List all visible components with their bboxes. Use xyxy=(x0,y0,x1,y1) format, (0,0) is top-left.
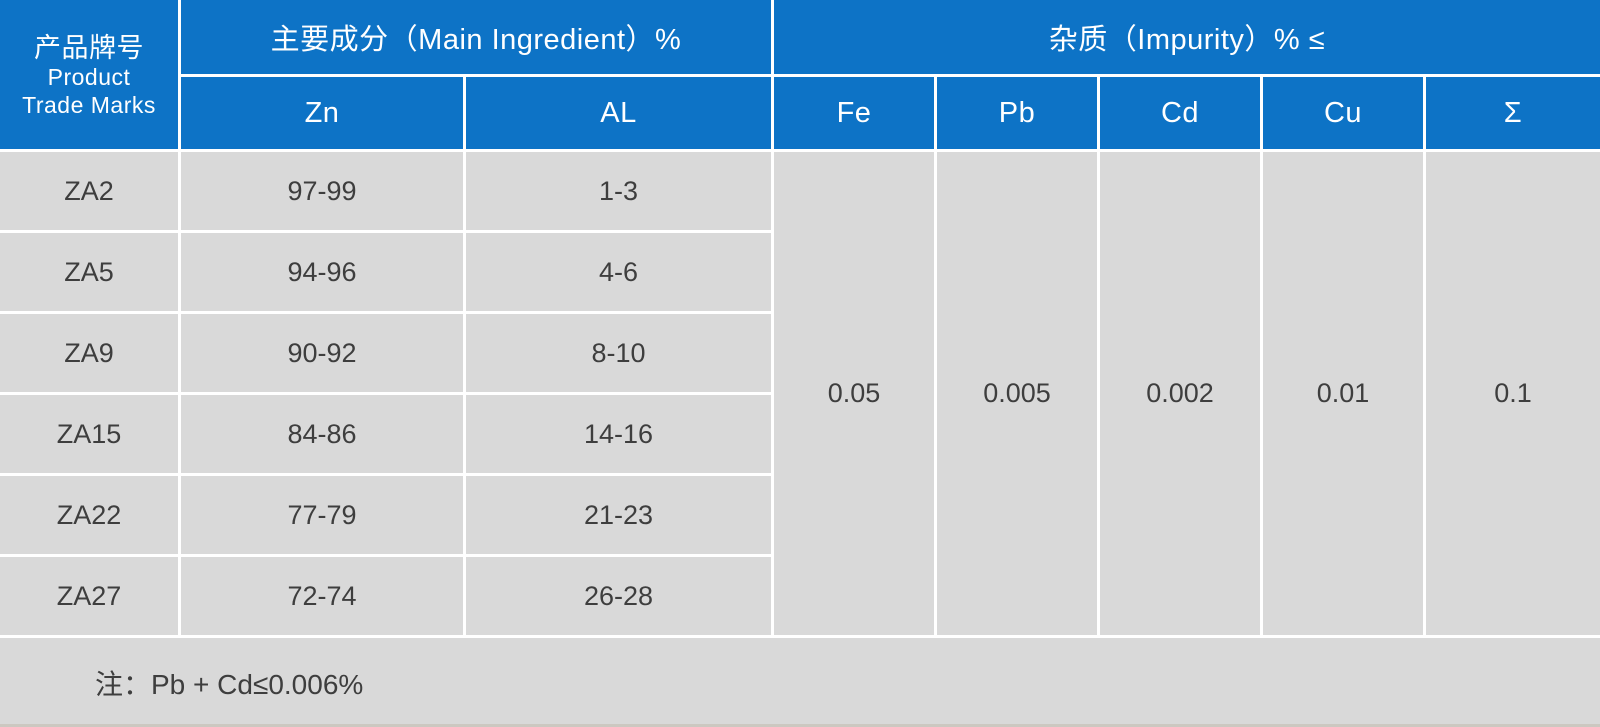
trade-mark-cell: ZA9 xyxy=(0,314,178,392)
group-header-main-ingredient: 主要成分（Main Ingredient）% xyxy=(181,0,771,74)
col-header-pb: Pb xyxy=(937,77,1097,149)
impurity-limit-sigma: 0.1 xyxy=(1426,152,1600,635)
note-cell: 注：Pb + Cd≤0.006% xyxy=(0,638,1600,727)
zn-value-cell: 94-96 xyxy=(181,233,463,311)
trade-mark-cell: ZA5 xyxy=(0,233,178,311)
al-value-cell: 8-10 xyxy=(466,314,771,392)
col-header-cd: Cd xyxy=(1100,77,1260,149)
zn-value-cell: 72-74 xyxy=(181,557,463,635)
zn-value-cell: 84-86 xyxy=(181,395,463,473)
impurity-limit-pb: 0.005 xyxy=(937,152,1097,635)
group-header-impurity: 杂质（Impurity）% ≤ xyxy=(774,0,1600,74)
trade-mark-cell: ZA27 xyxy=(0,557,178,635)
al-value-cell: 21-23 xyxy=(466,476,771,554)
trade-mark-cell: ZA15 xyxy=(0,395,178,473)
zn-value-cell: 97-99 xyxy=(181,152,463,230)
col-header-al: AL xyxy=(466,77,771,149)
col-header-cu: Cu xyxy=(1263,77,1423,149)
zn-value-cell: 77-79 xyxy=(181,476,463,554)
col-header-sigma: Σ xyxy=(1426,77,1600,149)
col-header-zn: Zn xyxy=(181,77,463,149)
zn-value-cell: 90-92 xyxy=(181,314,463,392)
corner-title-zh: 产品牌号 xyxy=(34,32,144,63)
al-value-cell: 14-16 xyxy=(466,395,771,473)
col-header-fe: Fe xyxy=(774,77,934,149)
al-value-cell: 4-6 xyxy=(466,233,771,311)
corner-header-cell: 产品牌号 Product Trade Marks xyxy=(0,0,178,149)
al-value-cell: 26-28 xyxy=(466,557,771,635)
corner-title-en-line2: Trade Marks xyxy=(22,91,156,118)
al-value-cell: 1-3 xyxy=(466,152,771,230)
corner-title-en-line1: Product xyxy=(47,64,131,91)
impurity-limit-cd: 0.002 xyxy=(1100,152,1260,635)
impurity-limit-cu: 0.01 xyxy=(1263,152,1423,635)
trade-mark-cell: ZA22 xyxy=(0,476,178,554)
trade-mark-cell: ZA2 xyxy=(0,152,178,230)
impurity-limit-fe: 0.05 xyxy=(774,152,934,635)
